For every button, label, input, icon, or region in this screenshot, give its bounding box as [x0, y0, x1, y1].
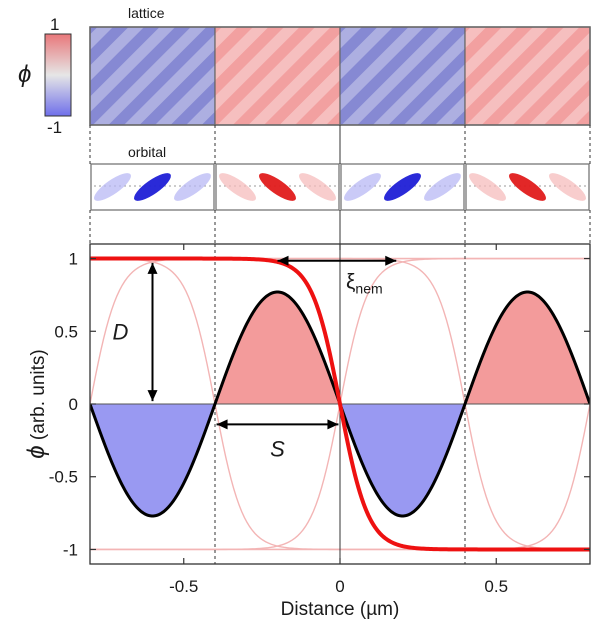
lattice-label: lattice [128, 5, 165, 21]
y-axis-units: (arb. units) [28, 349, 49, 445]
orbital-lobe [174, 173, 211, 201]
negative-fill [340, 404, 465, 516]
y-tick-label: 0 [69, 395, 78, 414]
xi-nem-label: ξnem [346, 271, 383, 297]
lattice-domain [464, 26, 591, 126]
x-tick-label: 0 [335, 577, 344, 596]
orbital-lobe [344, 173, 381, 201]
orbital-label: orbital [128, 144, 166, 160]
x-tick-label: 0.5 [484, 577, 508, 596]
orbital-lobe [219, 173, 256, 201]
y-axis-symbol: ϕ [23, 445, 50, 458]
lattice-domain [214, 26, 341, 126]
orbital-lobe [509, 173, 546, 201]
plot: 1 0.5 0 -0.5 -1 -0.5 0 0.5 ξnem D S Distance (µm)… [23, 243, 591, 620]
lattice-domain [339, 26, 466, 126]
xi-nem-arrow [277, 255, 397, 266]
positive-fill [465, 292, 590, 404]
colorbar-gradient [44, 33, 72, 117]
positive-fill [215, 292, 340, 404]
orbital-domain [215, 163, 340, 211]
y-tick-label: 0.5 [54, 322, 78, 341]
colorbar-min-label: -1 [47, 118, 62, 137]
orbital-lobe [94, 173, 131, 201]
s-label: S [270, 436, 285, 461]
orbital-lobe [134, 173, 171, 201]
orbital-lobe [424, 173, 461, 201]
y-tick-label: 1 [69, 250, 78, 269]
lattice-panel: lattice [89, 5, 591, 126]
domain-wall-guides [89, 125, 591, 244]
orbital-panel: orbital [90, 144, 590, 211]
orbital-domain [340, 163, 465, 211]
orbital-lobe [384, 173, 421, 201]
d-label: D [113, 319, 129, 344]
colorbar-symbol: ϕ [18, 61, 31, 88]
orbital-lobe [549, 173, 586, 201]
orbital-lobe [259, 173, 296, 201]
y-tick-label: -1 [63, 540, 78, 559]
spacing-arrow [216, 419, 339, 430]
negative-fill [90, 404, 215, 516]
colorbar: 1 -1 ϕ [18, 15, 72, 137]
orbital-domain [465, 163, 590, 211]
x-axis-label: Distance (µm) [281, 599, 400, 620]
y-tick-label: -0.5 [49, 468, 78, 487]
orbital-domain [90, 163, 215, 211]
nematic-profile-curve [90, 256, 590, 552]
orbital-lobe [299, 173, 336, 201]
d-arrow [147, 262, 158, 402]
y-axis-label: ϕ (arb. units) [23, 349, 50, 458]
x-tick-label: -0.5 [169, 577, 198, 596]
colorbar-max-label: 1 [50, 15, 59, 34]
orbital-lobe [469, 173, 506, 201]
lattice-domain [89, 26, 216, 126]
